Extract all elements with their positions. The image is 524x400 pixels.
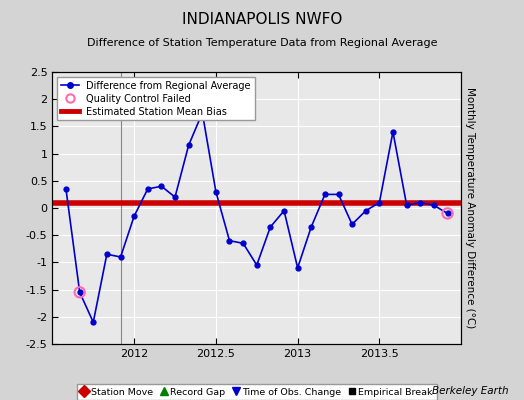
Difference from Regional Average xyxy=(240,241,246,246)
Difference from Regional Average xyxy=(403,203,410,208)
Difference from Regional Average xyxy=(213,189,219,194)
Difference from Regional Average xyxy=(294,266,301,270)
Quality Control Failed xyxy=(443,210,452,217)
Difference from Regional Average xyxy=(335,192,342,197)
Difference from Regional Average xyxy=(376,200,383,205)
Difference from Regional Average xyxy=(199,110,205,115)
Difference from Regional Average xyxy=(185,143,192,148)
Line: Difference from Regional Average: Difference from Regional Average xyxy=(63,110,450,325)
Difference from Regional Average xyxy=(172,195,178,200)
Text: INDIANAPOLIS NWFO: INDIANAPOLIS NWFO xyxy=(182,12,342,27)
Difference from Regional Average xyxy=(363,208,369,213)
Difference from Regional Average xyxy=(322,192,328,197)
Difference from Regional Average xyxy=(417,200,423,205)
Difference from Regional Average xyxy=(267,225,274,230)
Quality Control Failed xyxy=(75,289,84,296)
Difference from Regional Average xyxy=(390,130,396,134)
Difference from Regional Average xyxy=(104,252,110,257)
Difference from Regional Average xyxy=(308,225,314,230)
Difference from Regional Average xyxy=(117,254,124,259)
Text: Difference of Station Temperature Data from Regional Average: Difference of Station Temperature Data f… xyxy=(87,38,437,48)
Y-axis label: Monthly Temperature Anomaly Difference (°C): Monthly Temperature Anomaly Difference (… xyxy=(465,87,475,329)
Difference from Regional Average xyxy=(77,290,83,295)
Difference from Regional Average xyxy=(90,320,96,325)
Difference from Regional Average xyxy=(349,222,355,227)
Difference from Regional Average xyxy=(63,186,69,191)
Difference from Regional Average xyxy=(145,186,151,191)
Difference from Regional Average xyxy=(281,208,287,213)
Difference from Regional Average xyxy=(431,203,437,208)
Legend: Station Move, Record Gap, Time of Obs. Change, Empirical Break: Station Move, Record Gap, Time of Obs. C… xyxy=(77,384,436,400)
Text: Berkeley Earth: Berkeley Earth xyxy=(432,386,508,396)
Difference from Regional Average xyxy=(254,263,260,268)
Difference from Regional Average xyxy=(444,211,451,216)
Difference from Regional Average xyxy=(158,184,165,189)
Difference from Regional Average xyxy=(131,214,137,218)
Difference from Regional Average xyxy=(226,238,233,243)
